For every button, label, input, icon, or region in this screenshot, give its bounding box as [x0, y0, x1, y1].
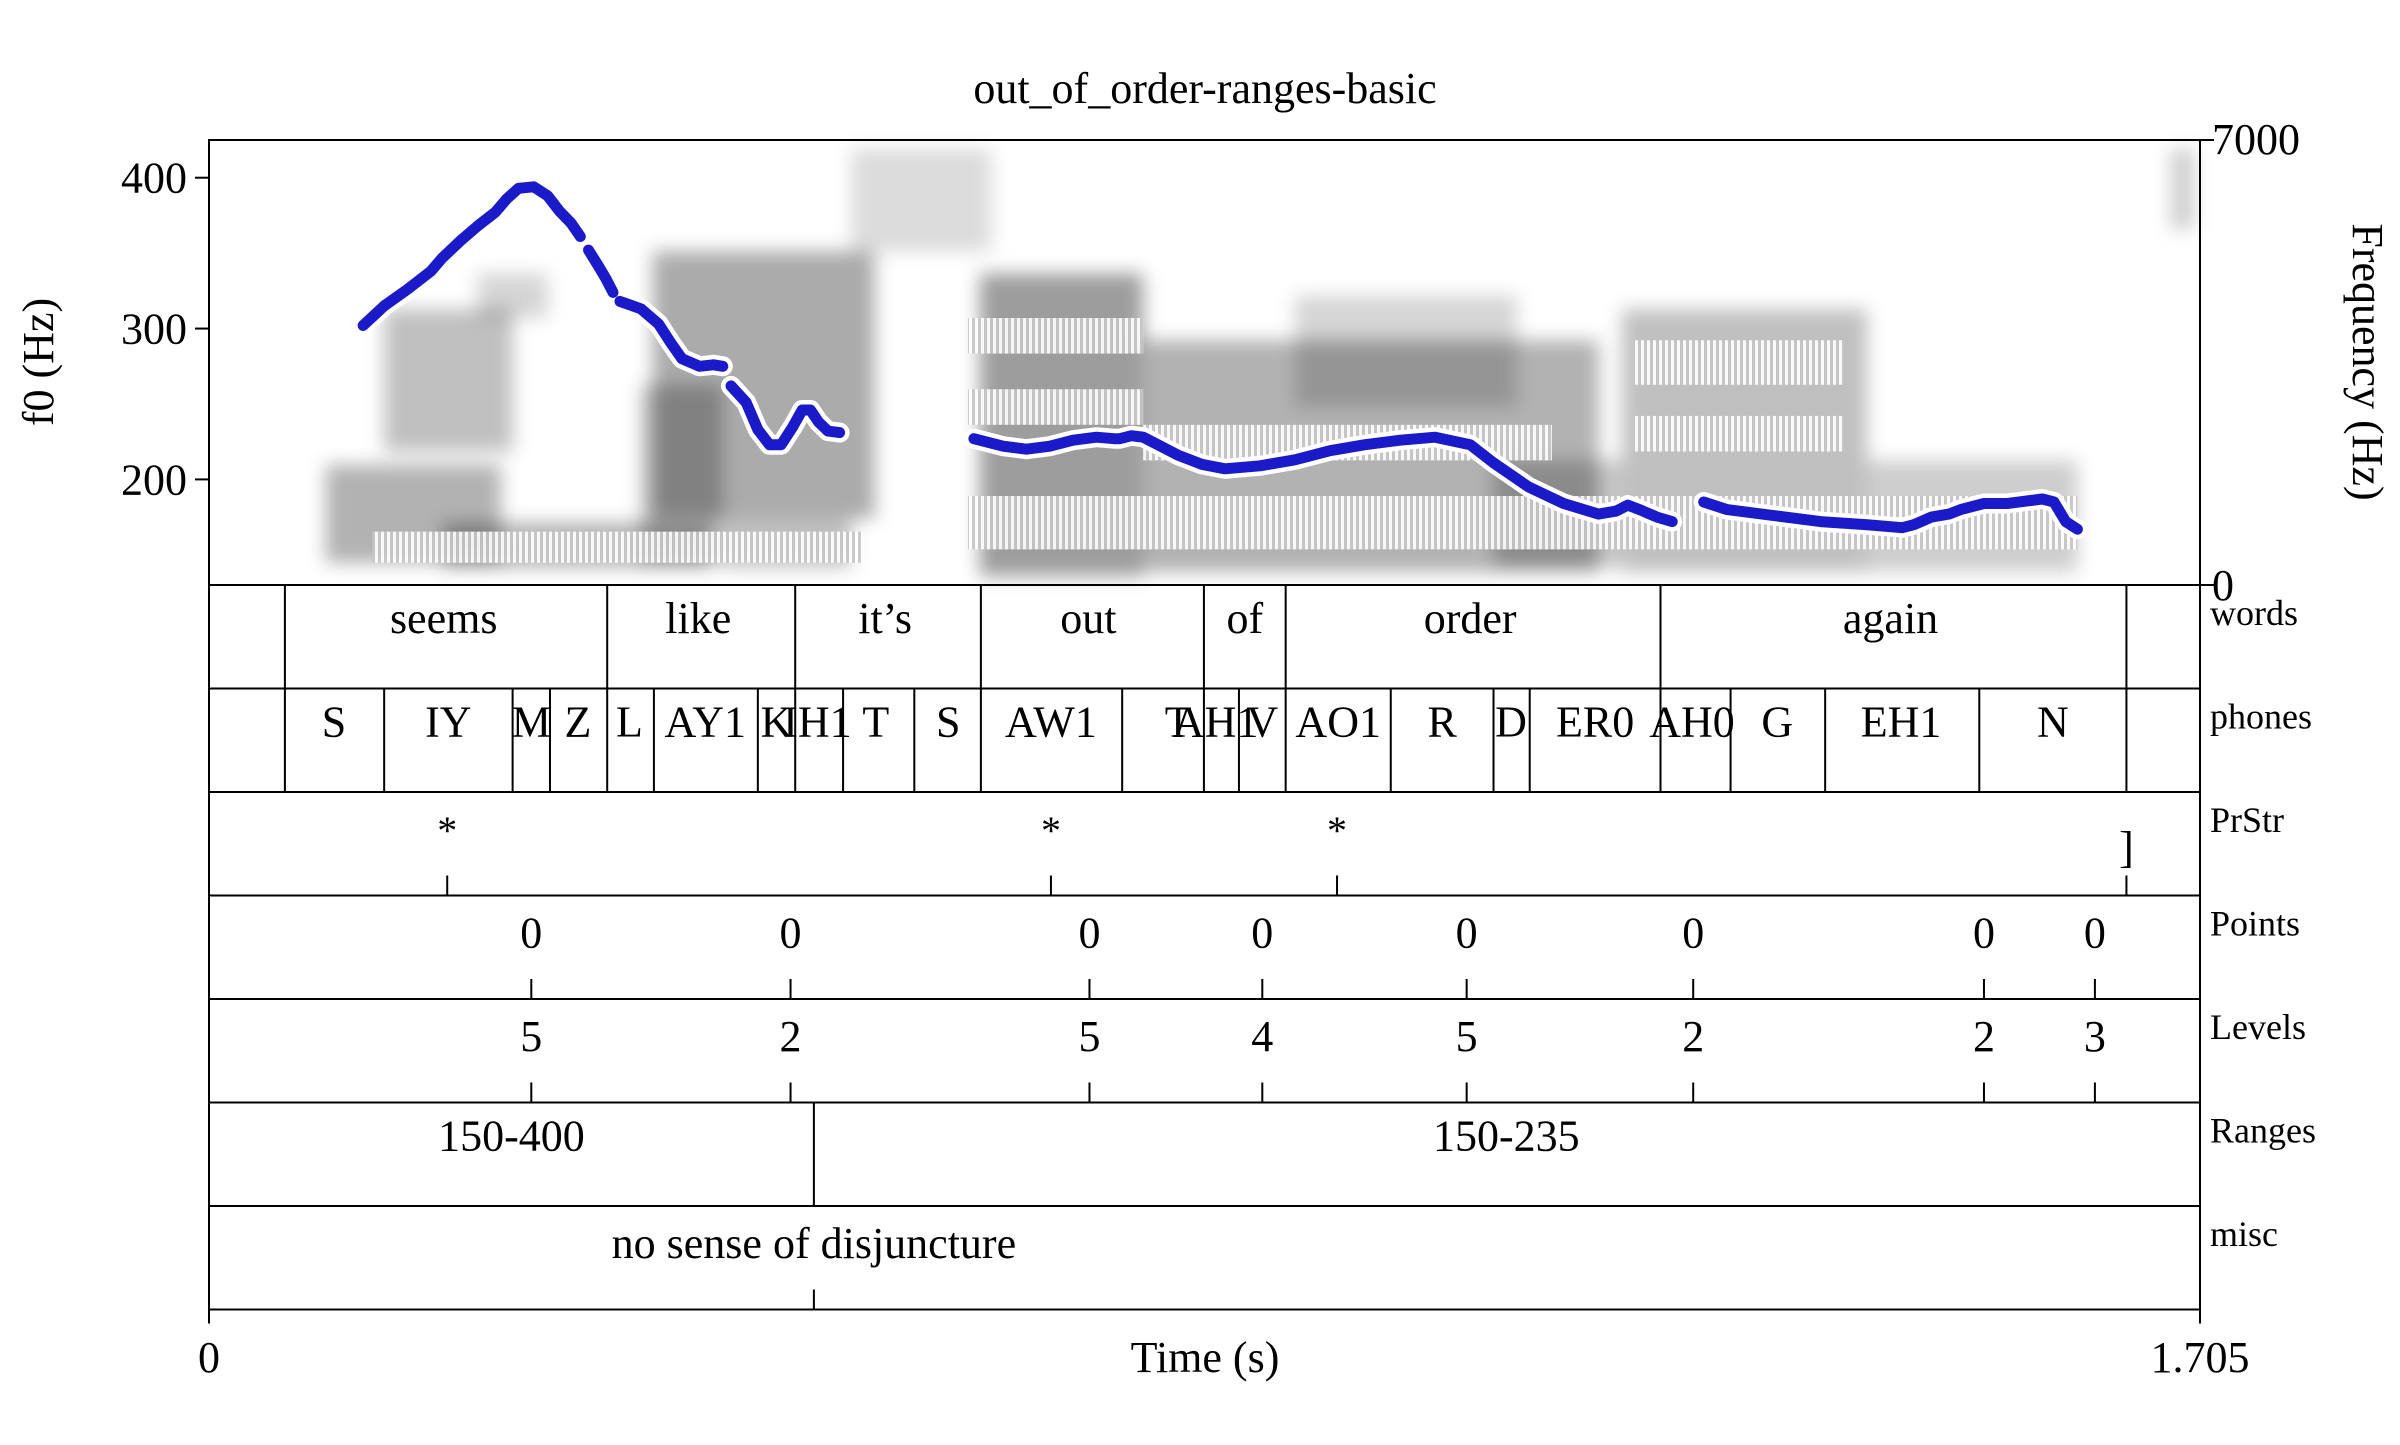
tier-name: misc: [2210, 1214, 2278, 1254]
point-label: 2: [780, 1012, 802, 1061]
interval-label: 150-400: [438, 1111, 585, 1160]
f0-segment: [968, 430, 1678, 528]
f0-segment: [1698, 493, 2083, 535]
tier-name: Ranges: [2210, 1110, 2316, 1150]
y-tick-label: 400: [121, 154, 187, 203]
interval-label: EH1: [1861, 697, 1942, 746]
point-label: 0: [780, 908, 802, 957]
x-axis-min-label: 0: [198, 1333, 220, 1382]
point-label: 5: [1456, 1012, 1478, 1061]
textgrid-tiers: words seems like it’s out of order again phones S…: [209, 585, 2316, 1310]
tier-name: Levels: [2210, 1007, 2306, 1047]
point-label: 0: [1456, 908, 1478, 957]
point-label: 0: [2084, 908, 2106, 957]
tier-words: words seems like it’s out of order again: [283, 585, 2298, 689]
spectrogram: [325, 148, 2195, 577]
interval-label: AH0: [1649, 697, 1735, 746]
point-label: 2: [1682, 1012, 1704, 1061]
tier-name: Points: [2210, 903, 2300, 943]
tier-ranges: Ranges 150-400 150-235: [209, 1101, 2316, 1206]
tier-name: PrStr: [2210, 800, 2284, 840]
interval-label: it’s: [858, 594, 912, 643]
freq-max-label: 7000: [2212, 115, 2300, 164]
y-tick-label: 200: [121, 455, 187, 504]
f0-segment: [725, 380, 846, 451]
point-label: ]: [2119, 823, 2134, 872]
point-label: 3: [2084, 1012, 2106, 1061]
tier-prstr: PrStr * * *]: [209, 791, 2284, 896]
x-axis-max-label: 1.705: [2151, 1333, 2250, 1382]
interval-label: AH1: [1173, 697, 1259, 746]
interval-label: Z: [565, 697, 592, 746]
interval-label: T: [862, 697, 889, 746]
point-label: 0: [1682, 908, 1704, 957]
point-label: *: [437, 808, 457, 853]
point-label: 5: [520, 1012, 542, 1061]
interval-label: AO1: [1295, 697, 1381, 746]
x-axis-label: Time (s): [1131, 1333, 1280, 1382]
interval-label: L: [616, 697, 643, 746]
interval-label: R: [1427, 697, 1457, 746]
interval-label: G: [1761, 697, 1793, 746]
interval-label: M: [512, 697, 551, 746]
tier-levels: Levels 5 2 5 4 5 2 2 3: [209, 998, 2306, 1103]
tier-points: Points 0 0 0 0 0 0 0 0: [209, 894, 2300, 999]
f0-segment: [357, 181, 586, 331]
point-label: *: [1327, 808, 1347, 853]
interval-label: again: [1843, 594, 1938, 643]
point-label: 0: [1078, 908, 1100, 957]
tier-name: phones: [2210, 696, 2312, 736]
f0-contour: [353, 176, 2088, 540]
interval-label: D: [1495, 697, 1527, 746]
interval-label: S: [936, 697, 960, 746]
interval-label: K: [761, 697, 793, 746]
point-label: 2: [1973, 1012, 1995, 1061]
y-tick-label: 300: [121, 305, 187, 354]
interval-label: out: [1060, 594, 1116, 643]
f0-segment: [614, 295, 729, 372]
figure-title: out_of_order-ranges-basic: [973, 64, 1436, 113]
interval-label: 150-235: [1433, 1111, 1580, 1160]
y-axis-label-left: f0 (Hz): [14, 298, 63, 426]
interval-label: V: [1246, 697, 1278, 746]
interval-label: seems: [390, 594, 498, 643]
interval-label: AY1: [665, 697, 747, 746]
point-label: 0: [1973, 908, 1995, 957]
point-label: 4: [1251, 1012, 1273, 1061]
point-label: 0: [1251, 908, 1273, 957]
tier-name: words: [2210, 593, 2298, 633]
interval-label: S: [322, 697, 346, 746]
tier-misc: misc no sense of disjuncture: [209, 1205, 2278, 1310]
interval-label: N: [2037, 697, 2069, 746]
interval-label: order: [1424, 594, 1517, 643]
point-label: no sense of disjuncture: [612, 1219, 1016, 1268]
point-label: 0: [520, 908, 542, 957]
interval-label: like: [665, 594, 731, 643]
interval-label: of: [1226, 594, 1263, 643]
interval-label: ER0: [1556, 697, 1634, 746]
point-label: *: [1041, 808, 1061, 853]
f0-segment: [583, 244, 619, 298]
interval-label: IH1: [783, 697, 851, 746]
point-label: 5: [1078, 1012, 1100, 1061]
freq-min-label: 0: [2212, 561, 2234, 610]
interval-label: AW1: [1005, 697, 1097, 746]
interval-label: IY: [425, 697, 471, 746]
y-axis-label-right: Frequency (Hz): [2343, 223, 2392, 500]
interval-label: T: [1165, 697, 1192, 746]
